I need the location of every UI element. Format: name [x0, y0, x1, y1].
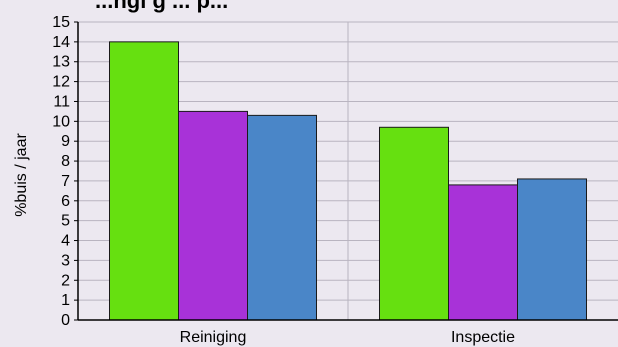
y-tick-label: 12	[52, 74, 70, 91]
y-axis-label: %buis / jaar	[13, 133, 30, 217]
y-tick-label: 15	[52, 14, 70, 31]
y-tick-label: 8	[61, 153, 70, 170]
y-tick-label: 4	[61, 233, 70, 250]
y-tick-label: 9	[61, 133, 70, 150]
bar-inspectie-series-3	[517, 178, 587, 321]
x-category-labels: Reiniging Inspectie	[180, 329, 515, 346]
y-tick-label: 6	[61, 193, 70, 210]
y-tick-label: 14	[52, 34, 70, 51]
bar-reiniging-series-1	[109, 41, 179, 321]
bars	[109, 41, 587, 321]
x-category-label: Inspectie	[451, 329, 515, 346]
axes	[77, 22, 618, 321]
y-tick-label: 10	[52, 113, 70, 130]
y-tick-label: 5	[61, 213, 70, 230]
y-tick-label: 3	[61, 252, 70, 269]
bar-reiniging-series-3	[247, 114, 317, 321]
chart-title: ...ngi g ... p...	[95, 0, 228, 13]
y-tick-label: 0	[61, 312, 70, 329]
x-category-label: Reiniging	[180, 329, 247, 346]
bar-inspectie-series-1	[379, 126, 449, 321]
bar-reiniging-series-2	[178, 110, 248, 321]
y-tick-label: 1	[61, 292, 70, 309]
bar-inspectie-series-2	[448, 184, 518, 321]
y-tick-label: 7	[61, 173, 70, 190]
y-tick-label: 13	[52, 54, 70, 71]
y-tick-label: 2	[61, 272, 70, 289]
y-tick-label: 11	[53, 93, 70, 110]
